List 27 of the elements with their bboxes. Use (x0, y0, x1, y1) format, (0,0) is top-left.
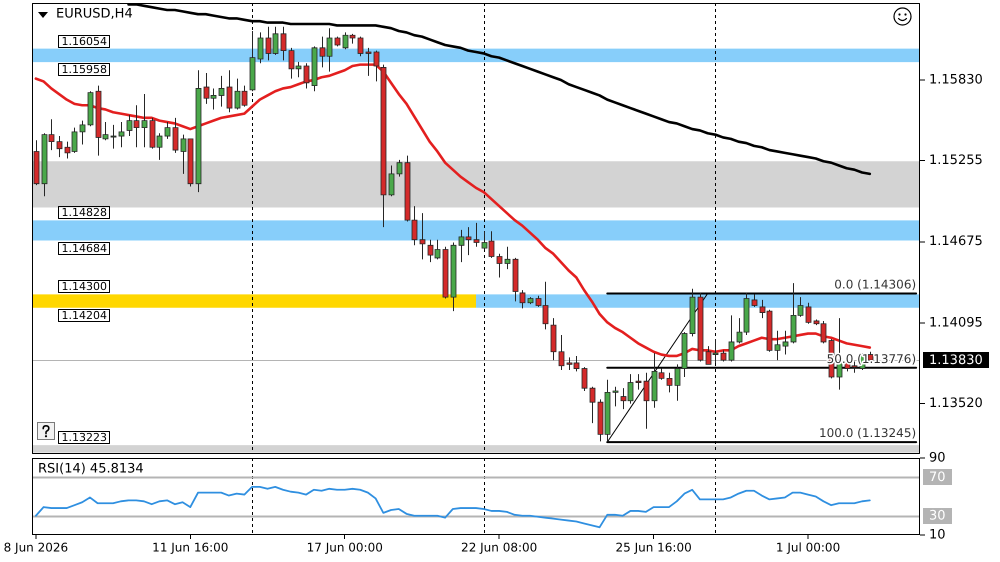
y-tick-label: 1.13520 (929, 396, 983, 411)
chart-title: RSI(14) 45.8134 (38, 461, 144, 476)
series-label: 100.0 (1.13245) (818, 426, 916, 440)
x-tick-label: 11 Jun 16:00 (152, 540, 228, 554)
ref-line-label: 30 (929, 508, 946, 524)
chart-title: EURUSD,H4 (56, 6, 133, 22)
x-tick-label: 22 Jun 08:00 (461, 540, 538, 554)
x-tick-label: 1 Jul 00:00 (776, 540, 840, 554)
annotation: 1.14828 (62, 206, 107, 219)
annotation: 1.16054 (62, 34, 107, 48)
series-label: 0.0 (1.14306) (834, 278, 916, 292)
y-tick-label: 1.15830 (929, 72, 983, 88)
ref-line-label: 70 (929, 470, 946, 486)
annotation: 1.14204 (62, 308, 107, 322)
x-tick-label: 25 Jun 16:00 (615, 540, 692, 554)
ref-line-label: 1.13830 (929, 353, 983, 368)
x-tick-label: 8 Jun 2026 (4, 540, 68, 554)
annotation: 1.15958 (62, 62, 107, 76)
annotation: 1.14300 (62, 280, 107, 293)
annotation: 1.14684 (62, 242, 107, 255)
x-tick-label: 17 Jun 00:00 (306, 540, 383, 554)
y-tick-label: 90 (929, 450, 946, 466)
y-tick-label: 1.14675 (929, 234, 983, 250)
y-tick-label: 1.14095 (929, 315, 983, 330)
y-tick-label: 10 (929, 527, 946, 542)
y-tick-label: 1.15255 (929, 152, 983, 168)
annotation: 1.13223 (62, 430, 107, 444)
